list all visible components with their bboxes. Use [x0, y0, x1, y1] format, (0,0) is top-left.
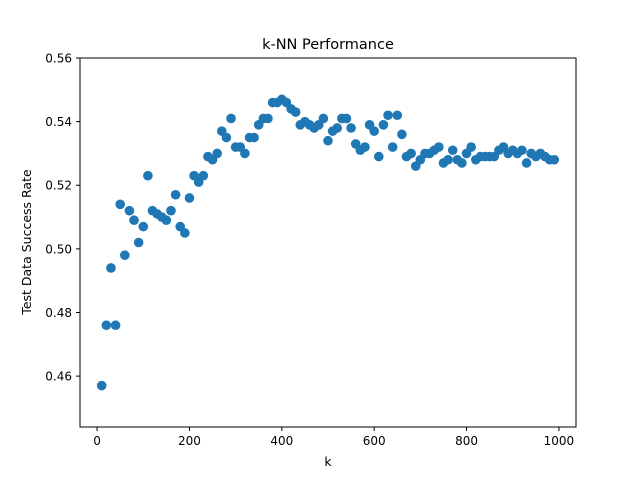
- data-point: [226, 113, 236, 124]
- x-axis-label: k: [324, 454, 332, 469]
- y-tick-label: 0.56: [45, 52, 72, 66]
- data-point: [133, 237, 144, 248]
- data-point: [323, 135, 333, 146]
- y-tick-label: 0.52: [45, 179, 72, 193]
- data-point: [369, 126, 379, 136]
- data-point: [115, 199, 125, 210]
- data-point: [106, 263, 116, 273]
- x-tick-label: 0: [93, 434, 101, 448]
- x-tick-label: 800: [455, 434, 478, 448]
- data-point: [332, 123, 343, 133]
- data-point: [457, 158, 467, 168]
- data-point: [383, 110, 393, 121]
- data-point: [170, 189, 181, 200]
- data-point: [124, 205, 135, 216]
- data-point: [240, 148, 250, 159]
- data-point: [387, 142, 398, 152]
- data-point: [374, 151, 384, 162]
- y-tick-label: 0.50: [45, 242, 72, 256]
- data-point: [101, 320, 112, 331]
- x-tick-label: 200: [178, 434, 201, 448]
- data-point: [378, 120, 389, 130]
- data-point: [138, 221, 149, 232]
- data-point: [249, 132, 259, 143]
- data-point: [143, 170, 153, 181]
- data-point: [346, 123, 356, 133]
- data-point: [180, 228, 190, 238]
- data-point: [392, 110, 403, 121]
- y-tick-label: 0.46: [45, 370, 72, 384]
- data-point: [221, 132, 232, 143]
- data-point: [397, 129, 407, 140]
- data-point: [290, 107, 301, 117]
- data-point: [517, 145, 527, 156]
- y-axis: 0.46 0.48 0.50 0.52 0.54 0.56: [45, 52, 80, 384]
- data-point: [341, 113, 352, 124]
- y-axis-label: Test Data Success Rate: [19, 169, 34, 316]
- axes-frame: [79, 57, 577, 428]
- data-point: [443, 154, 453, 165]
- data-point: [263, 113, 273, 124]
- data-point: [96, 380, 107, 391]
- data-point: [161, 215, 172, 226]
- data-point: [447, 145, 458, 156]
- data-point: [360, 142, 370, 152]
- x-axis: 0 200 400 600 800 1000: [93, 427, 574, 448]
- data-point: [166, 205, 176, 216]
- x-tick-label: 400: [270, 434, 293, 448]
- data-points: [96, 94, 560, 391]
- x-tick-label: 600: [363, 434, 386, 448]
- x-tick-label: 1000: [544, 434, 575, 448]
- data-point: [212, 148, 222, 159]
- y-tick-label: 0.48: [45, 306, 72, 320]
- data-point: [521, 158, 532, 168]
- data-point: [119, 250, 130, 261]
- data-point: [406, 148, 416, 159]
- chart-title: k-NN Performance: [262, 37, 394, 53]
- data-point: [466, 142, 476, 152]
- data-point: [434, 142, 444, 152]
- data-point: [184, 193, 195, 203]
- data-point: [549, 154, 560, 165]
- y-tick-label: 0.54: [45, 115, 72, 129]
- data-point: [318, 113, 329, 124]
- data-point: [198, 170, 209, 181]
- data-point: [129, 215, 139, 226]
- data-point: [110, 320, 121, 331]
